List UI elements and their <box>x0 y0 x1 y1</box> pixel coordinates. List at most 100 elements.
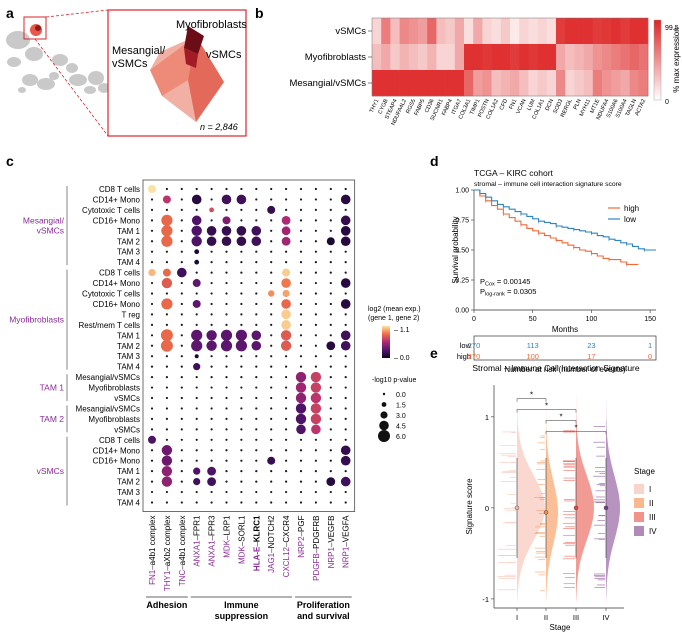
heatmap-cell <box>427 18 437 45</box>
dotplot-empty-point <box>329 365 332 368</box>
heatmap-cell <box>473 70 483 97</box>
dotplot-row-label: TAM 1 <box>117 467 141 476</box>
dotplot-empty-point <box>210 271 213 274</box>
risk-table-value: 0 <box>648 352 652 361</box>
heatmap-cell <box>491 70 502 97</box>
survival-y-tick-label: 0.00 <box>455 308 469 315</box>
violin-y-tick-label: 1 <box>485 413 489 422</box>
dotplot-empty-point <box>270 271 273 274</box>
dotplot-empty-point <box>255 302 258 306</box>
dotplot-point <box>235 340 247 352</box>
dotplot-empty-point <box>344 261 347 264</box>
heatmap-colorbar <box>653 19 662 101</box>
dotplot-empty-point <box>180 386 183 389</box>
dotplot-empty-point <box>329 229 332 232</box>
heatmap-col-label: LUM <box>526 98 537 112</box>
size-legend-title: -log10 p-value <box>372 377 416 384</box>
zoom-clusters <box>150 26 224 122</box>
survival-y-tick-label: 0.75 <box>455 218 469 225</box>
violin-legend-swatch <box>634 526 644 536</box>
heatmap-col-label: SOD3 <box>553 98 565 114</box>
dotplot-point <box>340 445 351 456</box>
dotplot-empty-point <box>329 323 332 326</box>
heatmap-cell <box>556 18 566 45</box>
dotplot-empty-point <box>329 438 332 441</box>
dotplot-empty-point <box>299 302 303 306</box>
dotplot-empty-point <box>270 240 273 243</box>
dotplot-empty-point <box>240 281 243 285</box>
dotplot-empty-point <box>165 396 168 400</box>
dotplot-empty-point <box>255 449 258 452</box>
dotplot-empty-point <box>225 459 228 462</box>
dotplot-empty-point <box>210 490 213 494</box>
dotplot-empty-point <box>195 323 198 326</box>
dotplot-point <box>192 299 201 308</box>
dotplot-empty-point <box>165 365 168 368</box>
heatmap-cell <box>436 44 446 71</box>
dotplot-point <box>310 392 322 404</box>
dotplot-empty-point <box>344 355 347 358</box>
dotplot-empty-point <box>150 396 154 400</box>
violin-x-tick-label: III <box>573 613 579 622</box>
heatmap-cell <box>565 70 575 97</box>
dotplot-empty-point <box>270 344 273 347</box>
dotplot-point <box>326 237 335 246</box>
dotplot-point <box>220 340 233 352</box>
dotplot-empty-point <box>270 187 273 191</box>
dotplot-empty-point <box>240 417 243 420</box>
dotplot-empty-point <box>314 438 317 441</box>
violin-x-tick-label: I <box>516 613 518 622</box>
dotplot-empty-point <box>195 208 198 211</box>
dotplot-empty-point <box>150 355 154 358</box>
dotplot-empty-point <box>299 229 303 232</box>
significance-star: * <box>559 412 562 421</box>
violin-legend-label: III <box>649 513 656 522</box>
risk-table-value: 270 <box>468 341 481 350</box>
violin-median <box>543 510 549 515</box>
dotplot-empty-point <box>344 323 347 326</box>
dotplot-col-label: PDGFB–PDGFRB <box>312 516 321 581</box>
dotplot-empty-point <box>299 261 303 264</box>
heatmap-cell <box>381 70 391 97</box>
dotplot-point <box>161 277 173 289</box>
significance-bracket <box>516 409 577 413</box>
colorbar-min-label: 0 <box>665 99 669 106</box>
heatmap-cell <box>436 18 446 45</box>
heatmap-cell <box>519 18 529 45</box>
violin-legend-title: Stage <box>634 467 655 476</box>
heatmap-col-label: RGS5 <box>405 98 417 114</box>
dotplot-point <box>221 236 232 247</box>
dotplot-category-label: Adhesion <box>146 600 187 610</box>
heatmap-cell <box>519 44 529 71</box>
dotplot-empty-point <box>255 281 258 285</box>
heatmap-cell <box>546 18 557 45</box>
dotplot-empty-point <box>270 407 273 410</box>
dotplot-empty-point <box>225 407 228 410</box>
dotplot-empty-point <box>299 281 303 285</box>
dotplot-empty-point <box>210 261 213 264</box>
dotplot-empty-point <box>314 250 317 253</box>
dotplot-point <box>148 269 156 277</box>
dotplot-point <box>281 236 291 246</box>
violin-legend-swatch <box>634 512 644 522</box>
dotplot-row-label: TAM 1 <box>117 227 141 236</box>
dotplot-row-label: TAM 4 <box>117 499 141 508</box>
dotplot-empty-point <box>240 490 243 494</box>
dotplot-point <box>207 466 217 476</box>
survival-x-tick-label: 0 <box>472 316 476 323</box>
dotplot-empty-point <box>180 428 183 431</box>
dotplot-point <box>194 259 200 265</box>
dotplot-empty-point <box>344 501 347 504</box>
heatmap-cell <box>482 44 492 71</box>
dotplot-empty-point <box>329 271 332 274</box>
heatmap-cell <box>528 18 538 45</box>
dotplot-point <box>235 329 247 341</box>
dotplot-point <box>236 226 247 236</box>
dotplot-empty-point <box>180 313 183 316</box>
dotplot-point <box>295 382 307 393</box>
dotplot-empty-point <box>195 313 198 316</box>
dotplot-empty-point <box>225 376 228 379</box>
heatmap-cell <box>372 44 382 71</box>
dotplot-point <box>161 445 173 456</box>
